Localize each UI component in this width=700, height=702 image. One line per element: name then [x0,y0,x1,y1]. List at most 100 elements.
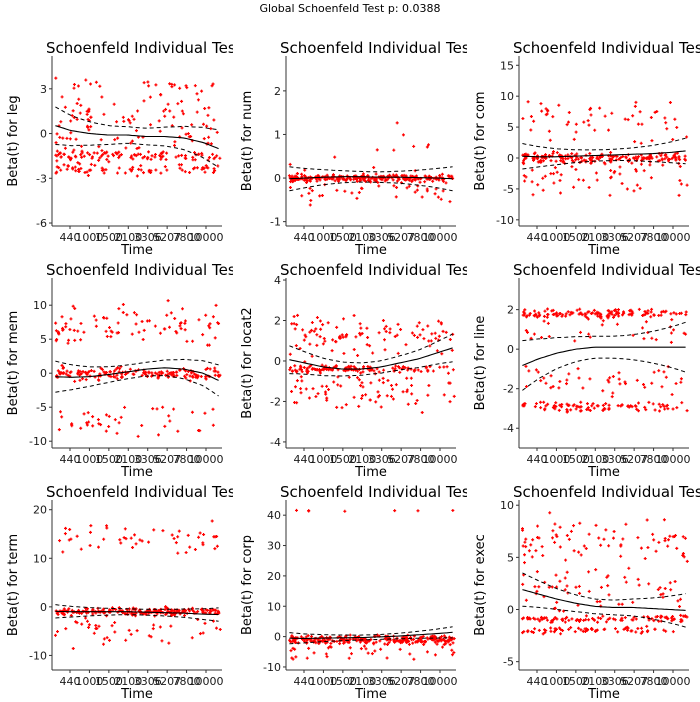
residual-point [668,581,672,585]
residual-point [295,369,299,373]
residual-point [149,123,153,127]
residual-point [672,328,676,332]
y-tick-label: -2 [270,395,281,408]
residual-point [129,169,133,173]
x-tick-label: 10000 [189,675,224,688]
residual-point [134,154,138,158]
residual-point [169,311,173,315]
residual-point [567,403,571,407]
residual-point [153,152,157,156]
residual-point [427,384,431,388]
x-tick-label: 7800 [173,453,201,466]
residual-point [59,155,63,159]
residual-point [414,401,418,405]
residual-point [67,155,71,159]
residual-point [84,370,88,374]
residual-point [612,529,616,533]
residual-point [377,331,381,335]
residual-point [381,318,385,322]
residual-point [368,368,372,372]
residual-point [207,135,211,139]
residual-point [316,638,320,642]
residual-point [160,155,164,159]
residual-point [660,310,664,314]
residual-point [669,588,673,592]
residual-point [575,152,579,156]
residual-point [584,546,588,550]
residual-point [658,159,662,163]
residual-point [415,398,419,402]
residual-point [524,329,528,333]
residual-point [318,369,322,373]
residual-point [202,137,206,141]
residual-point [207,343,211,347]
points [287,121,455,207]
residual-point [555,534,559,538]
residual-point [168,419,172,423]
residual-point [172,407,176,411]
residual-point [585,402,589,406]
residual-point [574,130,578,134]
residual-point [109,335,113,339]
ci-lower-line [522,605,686,628]
residual-point [164,612,168,616]
residual-point [174,155,178,159]
residual-point [637,583,641,587]
residual-point [186,132,190,136]
residual-point [124,146,128,150]
x-tick-label: 440 [60,675,81,688]
residual-point [401,133,405,137]
residual-point [388,331,392,335]
residual-point [665,403,669,407]
residual-point [681,551,685,555]
residual-point [426,324,430,328]
residual-point [154,83,158,87]
residual-point [533,627,537,631]
residual-point [671,535,675,539]
residual-point [540,545,544,549]
residual-point [662,404,666,408]
y-tick-label: 2 [507,304,514,317]
y-tick-label: 3 [40,83,47,96]
residual-point [180,163,184,167]
residual-point [362,639,366,643]
residual-point [624,580,628,584]
residual-point [147,150,151,154]
residual-point [558,379,562,383]
residual-point [151,407,155,411]
residual-point [134,322,138,326]
residual-point [206,113,210,117]
residual-point [450,348,454,352]
residual-point [303,333,307,337]
x-tick-label: 1000 [309,453,337,466]
y-axis-label: Beta(t) for com [473,91,488,190]
residual-point [165,313,169,317]
residual-point [58,135,62,139]
residual-point [391,173,395,177]
residual-point [673,117,677,121]
residual-point [180,153,184,157]
residual-point [631,311,635,315]
residual-point [142,328,146,332]
residual-point [63,146,67,150]
residual-point [94,318,98,322]
residual-point [118,538,122,542]
residual-point [570,152,574,156]
residual-point [657,540,661,544]
residual-point [539,406,543,410]
x-tick-label: 5207 [620,231,648,244]
residual-point [430,332,434,336]
residual-point [152,623,156,627]
residual-point [201,543,205,547]
residual-point [533,585,537,589]
residual-point [117,331,121,335]
residual-point [565,378,569,382]
residual-point [202,533,206,537]
x-tick-label: 7800 [173,231,201,244]
residual-point [610,395,614,399]
residual-point [678,312,682,316]
points [54,299,222,438]
residual-point [657,619,661,623]
residual-point [553,540,557,544]
schoenfeld-panel-5: Schoenfeld Individual Test p-4-202444010… [240,261,467,480]
